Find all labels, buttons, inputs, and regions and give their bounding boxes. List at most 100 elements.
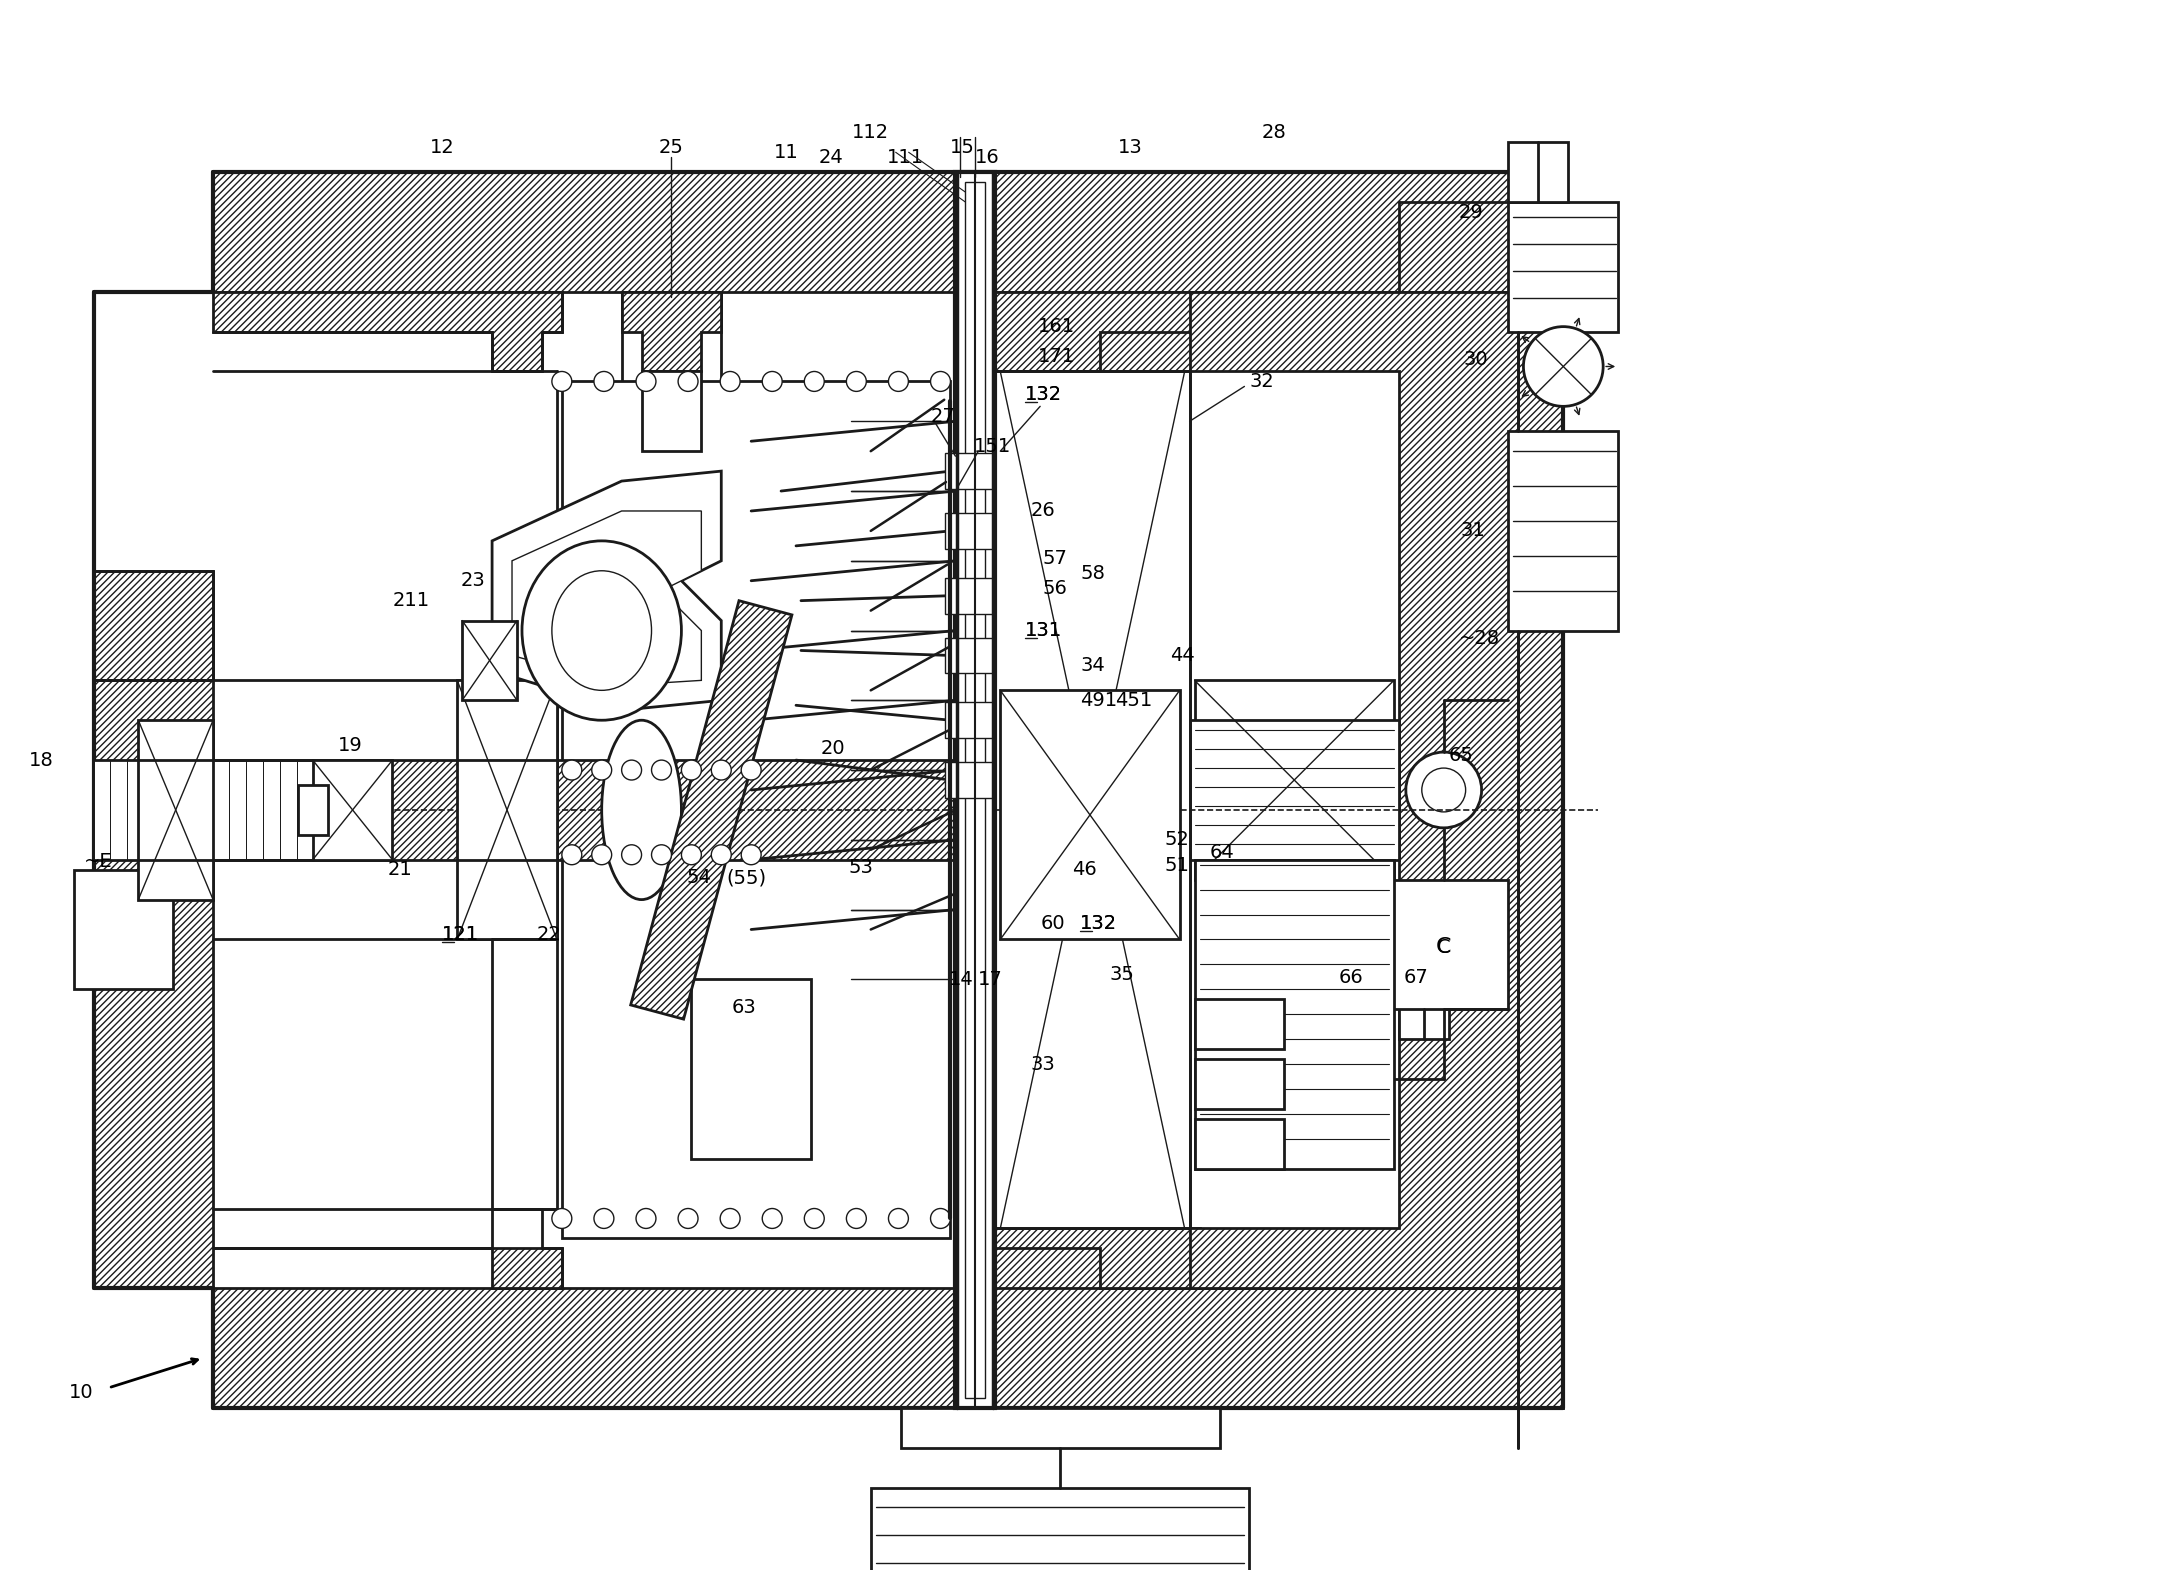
Polygon shape bbox=[1389, 879, 1508, 1010]
Text: 132: 132 bbox=[1079, 914, 1116, 933]
Polygon shape bbox=[1339, 989, 1389, 1040]
Polygon shape bbox=[945, 513, 995, 549]
Text: ~28: ~28 bbox=[1458, 629, 1499, 648]
Text: 32: 32 bbox=[1250, 371, 1274, 392]
Text: 121: 121 bbox=[441, 925, 480, 944]
Ellipse shape bbox=[521, 541, 681, 720]
Circle shape bbox=[889, 1208, 908, 1229]
Polygon shape bbox=[214, 171, 1564, 332]
Circle shape bbox=[677, 371, 699, 392]
Text: 31: 31 bbox=[1460, 521, 1486, 541]
Text: 11: 11 bbox=[774, 143, 798, 162]
Text: 16: 16 bbox=[976, 148, 999, 167]
Polygon shape bbox=[214, 291, 562, 371]
Text: 65: 65 bbox=[1449, 746, 1473, 764]
Polygon shape bbox=[212, 760, 229, 860]
Circle shape bbox=[846, 1208, 867, 1229]
Text: 27: 27 bbox=[930, 407, 956, 426]
Text: 131: 131 bbox=[1025, 621, 1062, 640]
Polygon shape bbox=[296, 760, 314, 860]
Circle shape bbox=[595, 371, 614, 392]
Text: 67: 67 bbox=[1404, 967, 1428, 986]
Circle shape bbox=[562, 845, 582, 865]
Polygon shape bbox=[995, 291, 1200, 371]
Polygon shape bbox=[995, 291, 1190, 371]
Text: 46: 46 bbox=[1073, 860, 1097, 879]
Circle shape bbox=[761, 371, 783, 392]
Circle shape bbox=[552, 371, 571, 392]
Text: C: C bbox=[1436, 938, 1451, 956]
Text: 151: 151 bbox=[973, 437, 1010, 456]
Text: 33: 33 bbox=[1030, 1054, 1056, 1073]
Polygon shape bbox=[1508, 201, 1618, 332]
Text: 21: 21 bbox=[387, 860, 413, 879]
Text: 34: 34 bbox=[1079, 656, 1105, 675]
Polygon shape bbox=[692, 980, 811, 1159]
Polygon shape bbox=[264, 760, 279, 860]
Circle shape bbox=[720, 371, 740, 392]
Polygon shape bbox=[93, 760, 110, 860]
Text: 29: 29 bbox=[1458, 203, 1484, 222]
Polygon shape bbox=[493, 472, 720, 711]
Text: 131: 131 bbox=[1025, 621, 1062, 640]
Text: 10: 10 bbox=[69, 1383, 93, 1403]
Polygon shape bbox=[214, 1288, 1564, 1408]
Ellipse shape bbox=[552, 571, 651, 691]
Polygon shape bbox=[945, 637, 995, 673]
Polygon shape bbox=[214, 810, 956, 860]
Text: 211: 211 bbox=[392, 591, 430, 610]
Polygon shape bbox=[872, 1488, 1250, 1573]
Polygon shape bbox=[1179, 371, 1190, 1229]
Polygon shape bbox=[1508, 431, 1618, 631]
Text: 56: 56 bbox=[1043, 579, 1066, 598]
Text: 13: 13 bbox=[1118, 138, 1142, 157]
Circle shape bbox=[761, 1208, 783, 1229]
Polygon shape bbox=[138, 720, 214, 900]
Polygon shape bbox=[995, 171, 1564, 291]
Text: 66: 66 bbox=[1339, 967, 1365, 986]
Text: 52: 52 bbox=[1164, 831, 1190, 849]
Circle shape bbox=[846, 371, 867, 392]
Circle shape bbox=[720, 1208, 740, 1229]
Text: 53: 53 bbox=[848, 859, 874, 878]
Polygon shape bbox=[110, 760, 128, 860]
Text: 30: 30 bbox=[1464, 351, 1488, 370]
Text: 132: 132 bbox=[1025, 385, 1062, 404]
Text: ~E: ~E bbox=[84, 853, 112, 871]
Circle shape bbox=[1406, 752, 1482, 827]
Polygon shape bbox=[632, 601, 792, 1019]
Polygon shape bbox=[1194, 860, 1393, 1169]
Polygon shape bbox=[1194, 1059, 1285, 1109]
Polygon shape bbox=[1194, 681, 1393, 879]
Text: 111: 111 bbox=[887, 148, 924, 167]
Circle shape bbox=[677, 1208, 699, 1229]
Polygon shape bbox=[945, 453, 995, 489]
Text: 54: 54 bbox=[686, 868, 712, 887]
Polygon shape bbox=[900, 1408, 1220, 1447]
Text: 24: 24 bbox=[818, 148, 844, 167]
Polygon shape bbox=[513, 511, 701, 686]
Polygon shape bbox=[621, 291, 720, 491]
Circle shape bbox=[621, 845, 642, 865]
Polygon shape bbox=[162, 760, 177, 860]
Circle shape bbox=[742, 845, 761, 865]
Polygon shape bbox=[995, 371, 1006, 1229]
Text: 25: 25 bbox=[660, 138, 684, 157]
Polygon shape bbox=[456, 681, 556, 939]
Text: 18: 18 bbox=[28, 750, 54, 769]
Polygon shape bbox=[229, 760, 247, 860]
Circle shape bbox=[636, 1208, 655, 1229]
Polygon shape bbox=[1190, 291, 1564, 1288]
Circle shape bbox=[930, 371, 950, 392]
Polygon shape bbox=[621, 291, 720, 371]
Circle shape bbox=[651, 760, 671, 780]
Polygon shape bbox=[214, 760, 956, 810]
Circle shape bbox=[595, 1208, 614, 1229]
Polygon shape bbox=[642, 371, 701, 451]
Circle shape bbox=[742, 760, 761, 780]
Text: 63: 63 bbox=[731, 997, 757, 1016]
Text: 20: 20 bbox=[822, 739, 846, 758]
Text: 64: 64 bbox=[1209, 843, 1235, 862]
Text: 26: 26 bbox=[1030, 502, 1056, 521]
Text: 57: 57 bbox=[1043, 549, 1066, 568]
